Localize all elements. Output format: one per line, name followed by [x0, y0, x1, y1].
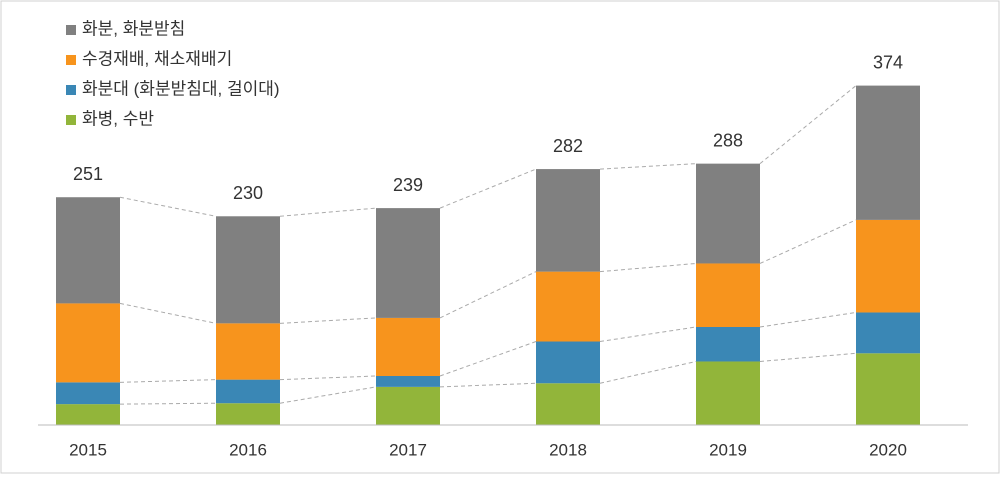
x-tick-label: 2019 — [709, 440, 747, 459]
connector-line — [439, 382, 537, 388]
bar-segment — [56, 382, 120, 405]
bar-segment — [696, 361, 760, 425]
bar-segment — [536, 341, 600, 384]
bar-segment — [216, 323, 280, 380]
connector-line — [119, 302, 217, 324]
legend-swatch — [66, 85, 76, 95]
connector-line — [759, 219, 857, 264]
x-tick-label: 2020 — [869, 440, 907, 459]
connector-line — [599, 163, 697, 170]
bar-segment — [856, 312, 920, 354]
connector-line — [279, 317, 377, 324]
bar-segment — [216, 216, 280, 324]
connector-line — [119, 196, 217, 217]
bar-segment — [536, 169, 600, 272]
x-tick-label: 2018 — [549, 440, 587, 459]
bar-segment — [376, 317, 440, 376]
bar-segment — [56, 303, 120, 383]
total-label: 251 — [73, 164, 103, 184]
bar-segment — [216, 379, 280, 404]
connector-line — [599, 326, 697, 343]
x-tick-label: 2017 — [389, 440, 427, 459]
bar-segment — [536, 383, 600, 425]
connector-line — [599, 360, 697, 384]
bar-segment — [696, 326, 760, 362]
connector-line — [439, 271, 537, 319]
connector-line — [759, 311, 857, 328]
total-label: 239 — [393, 175, 423, 195]
bar-segment — [376, 375, 440, 387]
bar-segment — [856, 219, 920, 313]
total-label: 374 — [873, 52, 903, 72]
total-label: 230 — [233, 183, 263, 203]
connector-line — [119, 402, 217, 405]
bar-segment — [696, 163, 760, 264]
connector-line — [759, 352, 857, 362]
connector-line — [279, 207, 377, 217]
x-tick-label: 2015 — [69, 440, 107, 459]
legend-swatch — [66, 55, 76, 65]
bar-segment — [216, 403, 280, 425]
connector-line — [439, 168, 537, 209]
legend-label: 화병, 수반 — [82, 109, 154, 128]
connector-line — [119, 379, 217, 383]
bar-segment — [856, 85, 920, 220]
bar-segment — [856, 353, 920, 425]
bar-segment — [56, 197, 120, 304]
connector-line — [439, 341, 537, 377]
legend-swatch — [66, 25, 76, 35]
connector-line — [599, 262, 697, 273]
total-label: 288 — [713, 130, 743, 150]
x-tick-label: 2016 — [229, 440, 267, 459]
bar-segment — [536, 271, 600, 342]
connector-line — [279, 386, 377, 404]
bar-segment — [696, 263, 760, 327]
bar-segment — [376, 208, 440, 318]
legend-label: 화분대 (화분받침대, 걸이대) — [82, 79, 280, 98]
total-label: 282 — [553, 136, 583, 156]
legend-label: 화분, 화분받침 — [82, 19, 185, 38]
bar-segment — [376, 386, 440, 425]
legend-swatch — [66, 115, 76, 125]
connector-line — [279, 375, 377, 381]
legend-label: 수경재배, 채소재배기 — [82, 49, 232, 68]
bar-segment — [56, 404, 120, 425]
